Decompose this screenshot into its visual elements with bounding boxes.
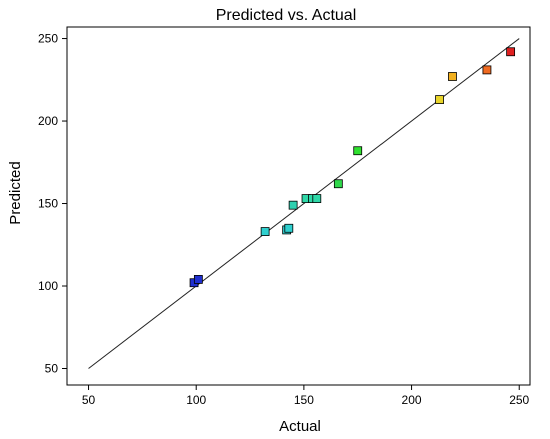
data-point	[448, 72, 457, 81]
y-axis: 50 100 150 200 250	[38, 32, 67, 376]
x-axis: 50 100 150 200 250	[82, 385, 530, 407]
data-points	[189, 47, 516, 288]
x-tick-label: 50	[82, 393, 96, 407]
x-axis-label: Actual	[279, 418, 321, 435]
y-tick-label: 50	[45, 362, 59, 376]
x-tick-label: 150	[294, 393, 314, 407]
plot-frame	[66, 26, 531, 386]
y-tick-label: 200	[38, 114, 58, 128]
chart-title: Predicted vs. Actual	[216, 7, 357, 24]
data-point	[506, 47, 516, 57]
data-point	[435, 95, 444, 104]
y-axis-label: Predicted	[7, 161, 24, 224]
y-tick-label: 100	[38, 279, 58, 293]
x-tick-label: 100	[186, 393, 206, 407]
y-tick-label: 150	[38, 197, 58, 211]
data-point	[312, 194, 322, 203]
data-point	[353, 146, 363, 156]
y-tick-label: 250	[38, 32, 58, 46]
data-point	[482, 65, 492, 75]
data-point	[193, 275, 203, 284]
x-tick-label: 200	[402, 393, 422, 407]
data-point	[333, 179, 343, 189]
data-point	[260, 227, 270, 236]
data-point	[288, 200, 298, 210]
reference-line	[88, 38, 520, 369]
x-tick-label: 250	[509, 393, 529, 407]
data-point	[284, 223, 294, 233]
